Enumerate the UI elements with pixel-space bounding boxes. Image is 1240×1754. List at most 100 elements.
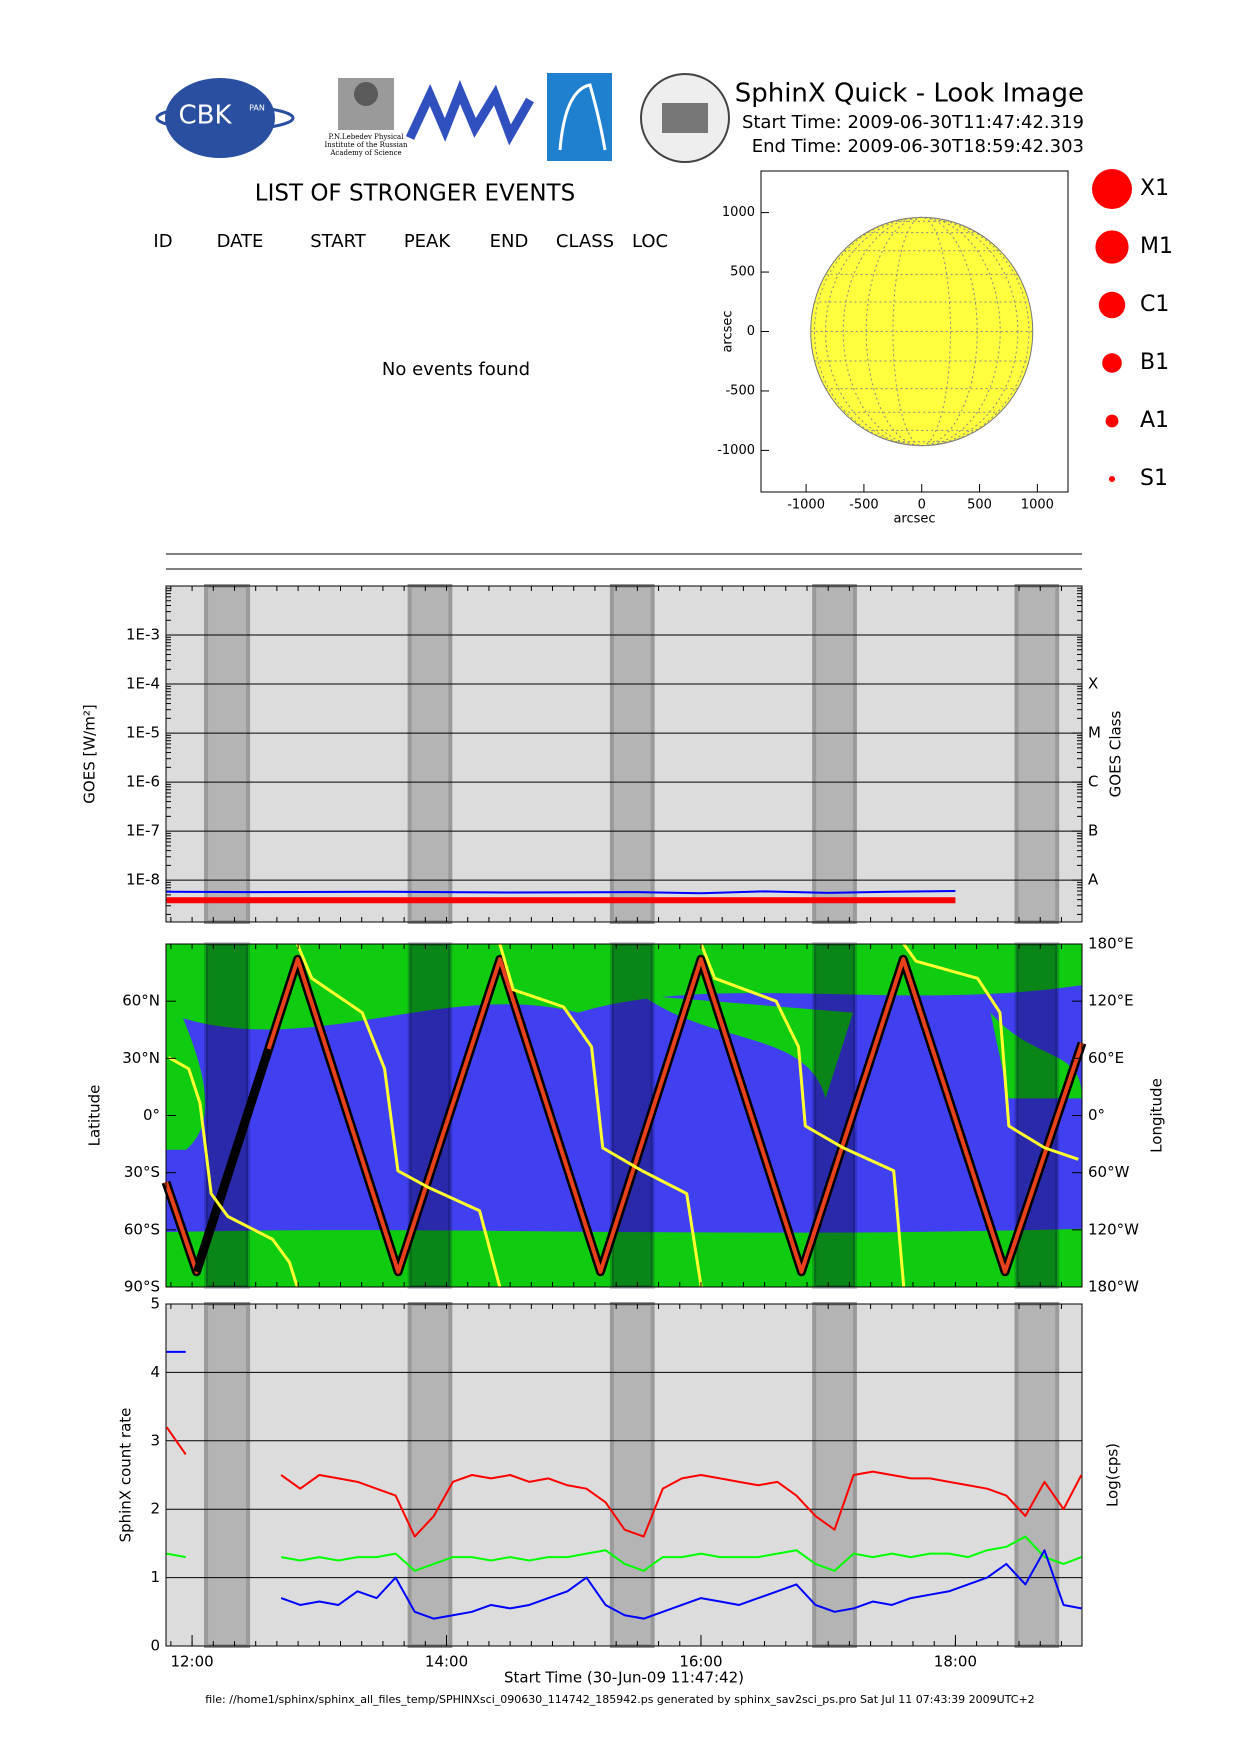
eclipse-band xyxy=(609,1302,655,1648)
y-tick-label: 1E-5 xyxy=(126,724,160,742)
y2-tick-label: 120°W xyxy=(1088,1220,1139,1238)
y-tick-label: 90°S xyxy=(124,1278,160,1296)
blue-logo-arc xyxy=(558,83,607,151)
plot-frame xyxy=(165,1303,1083,1647)
legend-marker xyxy=(1102,353,1122,373)
y-tick-label: 0 xyxy=(150,1637,160,1655)
x-tick-label: 1000 xyxy=(1021,498,1054,513)
plot-frame xyxy=(165,943,1083,1288)
eclipse-band xyxy=(812,1302,857,1648)
events-message: No events found xyxy=(382,359,530,380)
x-tick-label: -500 xyxy=(849,498,879,513)
y-tick-label: 1E-6 xyxy=(126,773,160,791)
y-tick-label: 3 xyxy=(150,1431,160,1449)
legend-label: A1 xyxy=(1140,408,1169,433)
x-tick-label: 0 xyxy=(918,498,926,513)
seal-building xyxy=(662,103,708,133)
eclipse-band xyxy=(1014,1302,1060,1648)
y-tick-label: -1000 xyxy=(717,443,755,458)
y-tick-label: 1E-7 xyxy=(126,822,160,840)
y2-tick-label: C xyxy=(1088,773,1098,791)
land xyxy=(990,1012,1082,1099)
blue-logo xyxy=(547,73,612,161)
column-header: DATE xyxy=(217,231,264,252)
y2-tick-label: 180°E xyxy=(1088,935,1134,953)
x-tick-label: -1000 xyxy=(787,498,825,513)
land xyxy=(642,995,853,1099)
y2-tick-label: 60°W xyxy=(1088,1163,1130,1181)
y-tick-label: 30°N xyxy=(122,1049,160,1067)
meridian xyxy=(842,216,1001,447)
legend-label: S1 xyxy=(1140,466,1168,491)
y2-axis-label: GOES Class xyxy=(1107,710,1125,797)
longitude-line xyxy=(167,943,1079,1288)
y2-axis-label: Log(cps) xyxy=(1104,1443,1122,1507)
eclipse-band xyxy=(609,584,655,924)
y-tick-label: 1 xyxy=(150,1568,160,1586)
portrait-head xyxy=(354,82,378,106)
logos: CBK PAN P.N.Lebedev Physical Institute o… xyxy=(155,73,730,163)
cbk-logo xyxy=(165,78,275,158)
cbk-ring xyxy=(155,104,295,132)
column-header: END xyxy=(490,231,529,252)
column-header: START xyxy=(310,231,367,252)
y-tick-label: 2 xyxy=(150,1500,160,1518)
y-tick-label: 30°S xyxy=(124,1163,160,1181)
y2-tick-label: 0° xyxy=(1088,1106,1105,1124)
y2-tick-label: A xyxy=(1088,871,1099,889)
y2-tick-label: 60°E xyxy=(1088,1049,1124,1067)
y2-tick-label: M xyxy=(1088,724,1101,742)
y2-tick-label: 120°E xyxy=(1088,992,1134,1010)
y-tick-label: 1000 xyxy=(722,205,755,220)
y2-axis-label: Longitude xyxy=(1148,1078,1166,1153)
y-axis-label: Latitude xyxy=(86,1085,104,1147)
y2-tick-label: B xyxy=(1088,822,1098,840)
data-line xyxy=(166,1535,1082,1572)
orbit-segment xyxy=(193,1047,272,1273)
x-tick-label: 14:00 xyxy=(425,1653,468,1671)
x-tick-label: 500 xyxy=(967,498,992,513)
title: SphinX Quick - Look Image xyxy=(735,79,1084,109)
eclipse-band xyxy=(1014,942,1060,1289)
meridian xyxy=(814,216,1030,447)
y-tick-label: 1E-3 xyxy=(126,626,160,644)
legend-marker xyxy=(1105,414,1119,428)
lebedev-line: P.N.Lebedev Physical xyxy=(329,133,405,141)
pan-text: PAN xyxy=(249,104,265,113)
y-tick-label: 4 xyxy=(150,1363,160,1381)
y-axis-label: arcsec xyxy=(721,310,736,352)
y-tick-label: -500 xyxy=(725,383,755,398)
land xyxy=(166,944,1082,1030)
land xyxy=(166,978,206,1150)
y-tick-label: 0° xyxy=(143,1106,160,1124)
eclipse-band xyxy=(407,584,453,924)
y2-tick-label: X xyxy=(1088,675,1098,693)
series-clip xyxy=(165,1350,1083,1620)
legend-label: M1 xyxy=(1140,234,1173,259)
y-tick-label: 1E-8 xyxy=(126,871,160,889)
x-tick-label: 18:00 xyxy=(934,1653,977,1671)
column-header: ID xyxy=(153,231,172,252)
legend-label: X1 xyxy=(1140,176,1169,201)
eclipse-band xyxy=(407,942,453,1289)
y2-tick-label: 180°W xyxy=(1088,1278,1139,1296)
y-axis-label: SphinX count rate xyxy=(117,1408,135,1543)
data-line xyxy=(165,1426,1083,1538)
legend-marker xyxy=(1098,291,1126,319)
column-header: PEAK xyxy=(404,231,452,252)
plot-frame xyxy=(165,585,1083,923)
y-tick-label: 1E-4 xyxy=(126,675,160,693)
lebedev-line: Institute of the Russian xyxy=(324,141,408,149)
legend-marker xyxy=(1109,476,1115,482)
legend-label: C1 xyxy=(1140,292,1169,317)
series-clip xyxy=(166,890,956,904)
eclipse-band xyxy=(812,584,857,924)
footer: file: //home1/sphinx/sphinx_all_files_te… xyxy=(205,1693,1034,1706)
events-title: LIST OF STRONGER EVENTS xyxy=(255,181,575,207)
x-axis-label: Start Time (30-Jun-09 11:47:42) xyxy=(504,1669,744,1687)
lebedev-line: Academy of Science xyxy=(329,149,401,157)
column-header: LOC xyxy=(632,231,668,252)
data-line xyxy=(166,890,956,895)
